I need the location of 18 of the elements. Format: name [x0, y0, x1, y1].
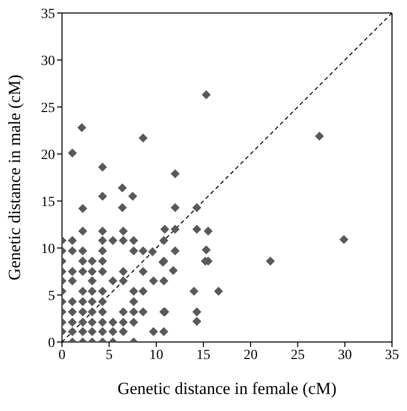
y-tick-label: 15: [41, 194, 55, 210]
x-tick-label: 5: [106, 348, 113, 363]
x-tick-label: 0: [58, 348, 66, 363]
y-tick-label: 25: [41, 100, 55, 116]
x-tick-label: 25: [290, 348, 305, 363]
x-tick-label: 10: [149, 348, 164, 363]
x-axis-title: Genetic distance in female (cM): [117, 379, 337, 398]
x-tick-label: 35: [385, 348, 399, 363]
y-tick-label: 35: [41, 6, 55, 22]
y-tick-label: 20: [41, 148, 55, 163]
y-tick-label: 0: [48, 336, 55, 351]
x-tick-label: 30: [338, 348, 352, 363]
y-tick-label: 10: [41, 242, 55, 257]
x-tick-label: 15: [196, 348, 210, 363]
x-tick-label: 20: [244, 348, 258, 363]
y-tick-label: 5: [48, 288, 55, 304]
y-axis-title: Genetic distance in male (cM): [5, 74, 24, 280]
y-tick-label: 30: [41, 54, 55, 69]
